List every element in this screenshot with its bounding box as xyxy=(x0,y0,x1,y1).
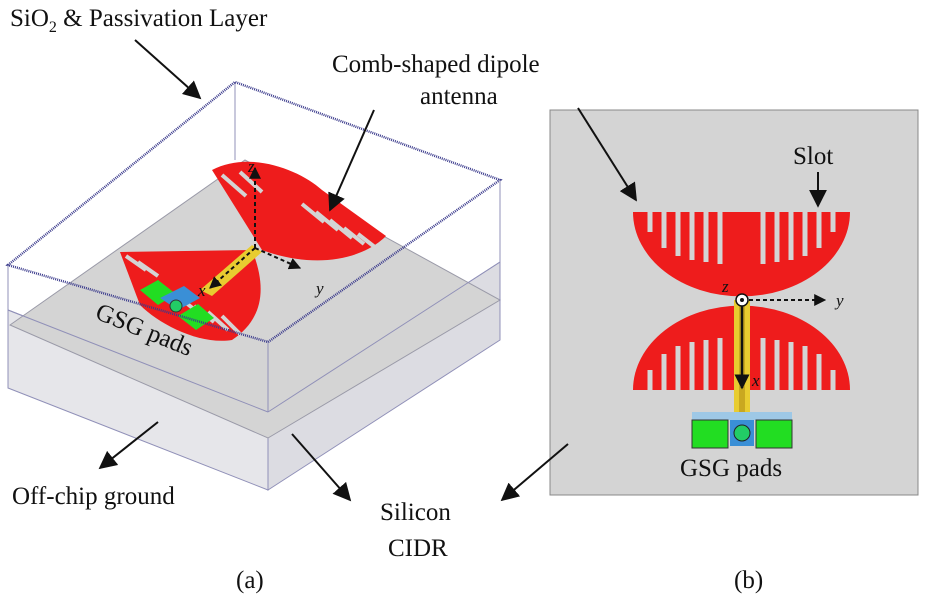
arrow-silicon-a xyxy=(291,433,352,502)
comb-slots-top-upper xyxy=(647,212,836,264)
axes-b: z y x xyxy=(721,277,844,390)
slot-label: Slot xyxy=(793,143,833,170)
antenna-label-line2: antenna xyxy=(420,83,498,110)
antenna-top-upper xyxy=(633,212,850,297)
arrow-passivation xyxy=(134,39,202,100)
arrow-antenna-b xyxy=(577,107,637,202)
panel-b: z y x Slot GSG pads xyxy=(500,107,919,502)
antenna-3d xyxy=(120,161,386,341)
gsg-via-top xyxy=(733,424,751,442)
gsg-pad-right-top xyxy=(755,419,793,449)
arrow-silicon-b xyxy=(500,443,569,502)
gsg-via-3d xyxy=(169,299,183,313)
silicon-label-line1: Silicon xyxy=(380,499,451,526)
silicon-label-line2: CIDR xyxy=(388,535,448,562)
panel-a: z x y GSG pads xyxy=(5,39,503,502)
arrow-offchip xyxy=(98,421,159,470)
axis-z-label-b: z xyxy=(721,277,729,296)
caption-a: (a) xyxy=(236,567,264,594)
comb-slots-top-lower xyxy=(647,338,836,390)
axes-a: z x y xyxy=(197,157,324,300)
axis-y-label-b: y xyxy=(834,291,844,310)
gsg-pad-left-top xyxy=(691,419,729,449)
comb-slots-upper xyxy=(220,170,378,250)
gsg-pads-label-b: GSG pads xyxy=(680,455,782,482)
offchip-label: Off-chip ground xyxy=(12,483,175,510)
arrow-antenna-a xyxy=(328,109,375,212)
antenna-label-line1: Comb-shaped dipole xyxy=(332,51,540,78)
gsg-bridge xyxy=(692,412,792,420)
axis-x-label-a: x xyxy=(197,281,206,300)
passivation-label: SiO2 & Passivation Layer xyxy=(10,5,268,36)
box-edge xyxy=(267,261,501,413)
box-edge xyxy=(7,309,269,413)
axis-y-label-a: y xyxy=(314,279,324,298)
axis-z-label-a: z xyxy=(247,157,255,176)
axis-x-label-b: x xyxy=(751,371,760,390)
caption-b: (b) xyxy=(734,567,763,594)
